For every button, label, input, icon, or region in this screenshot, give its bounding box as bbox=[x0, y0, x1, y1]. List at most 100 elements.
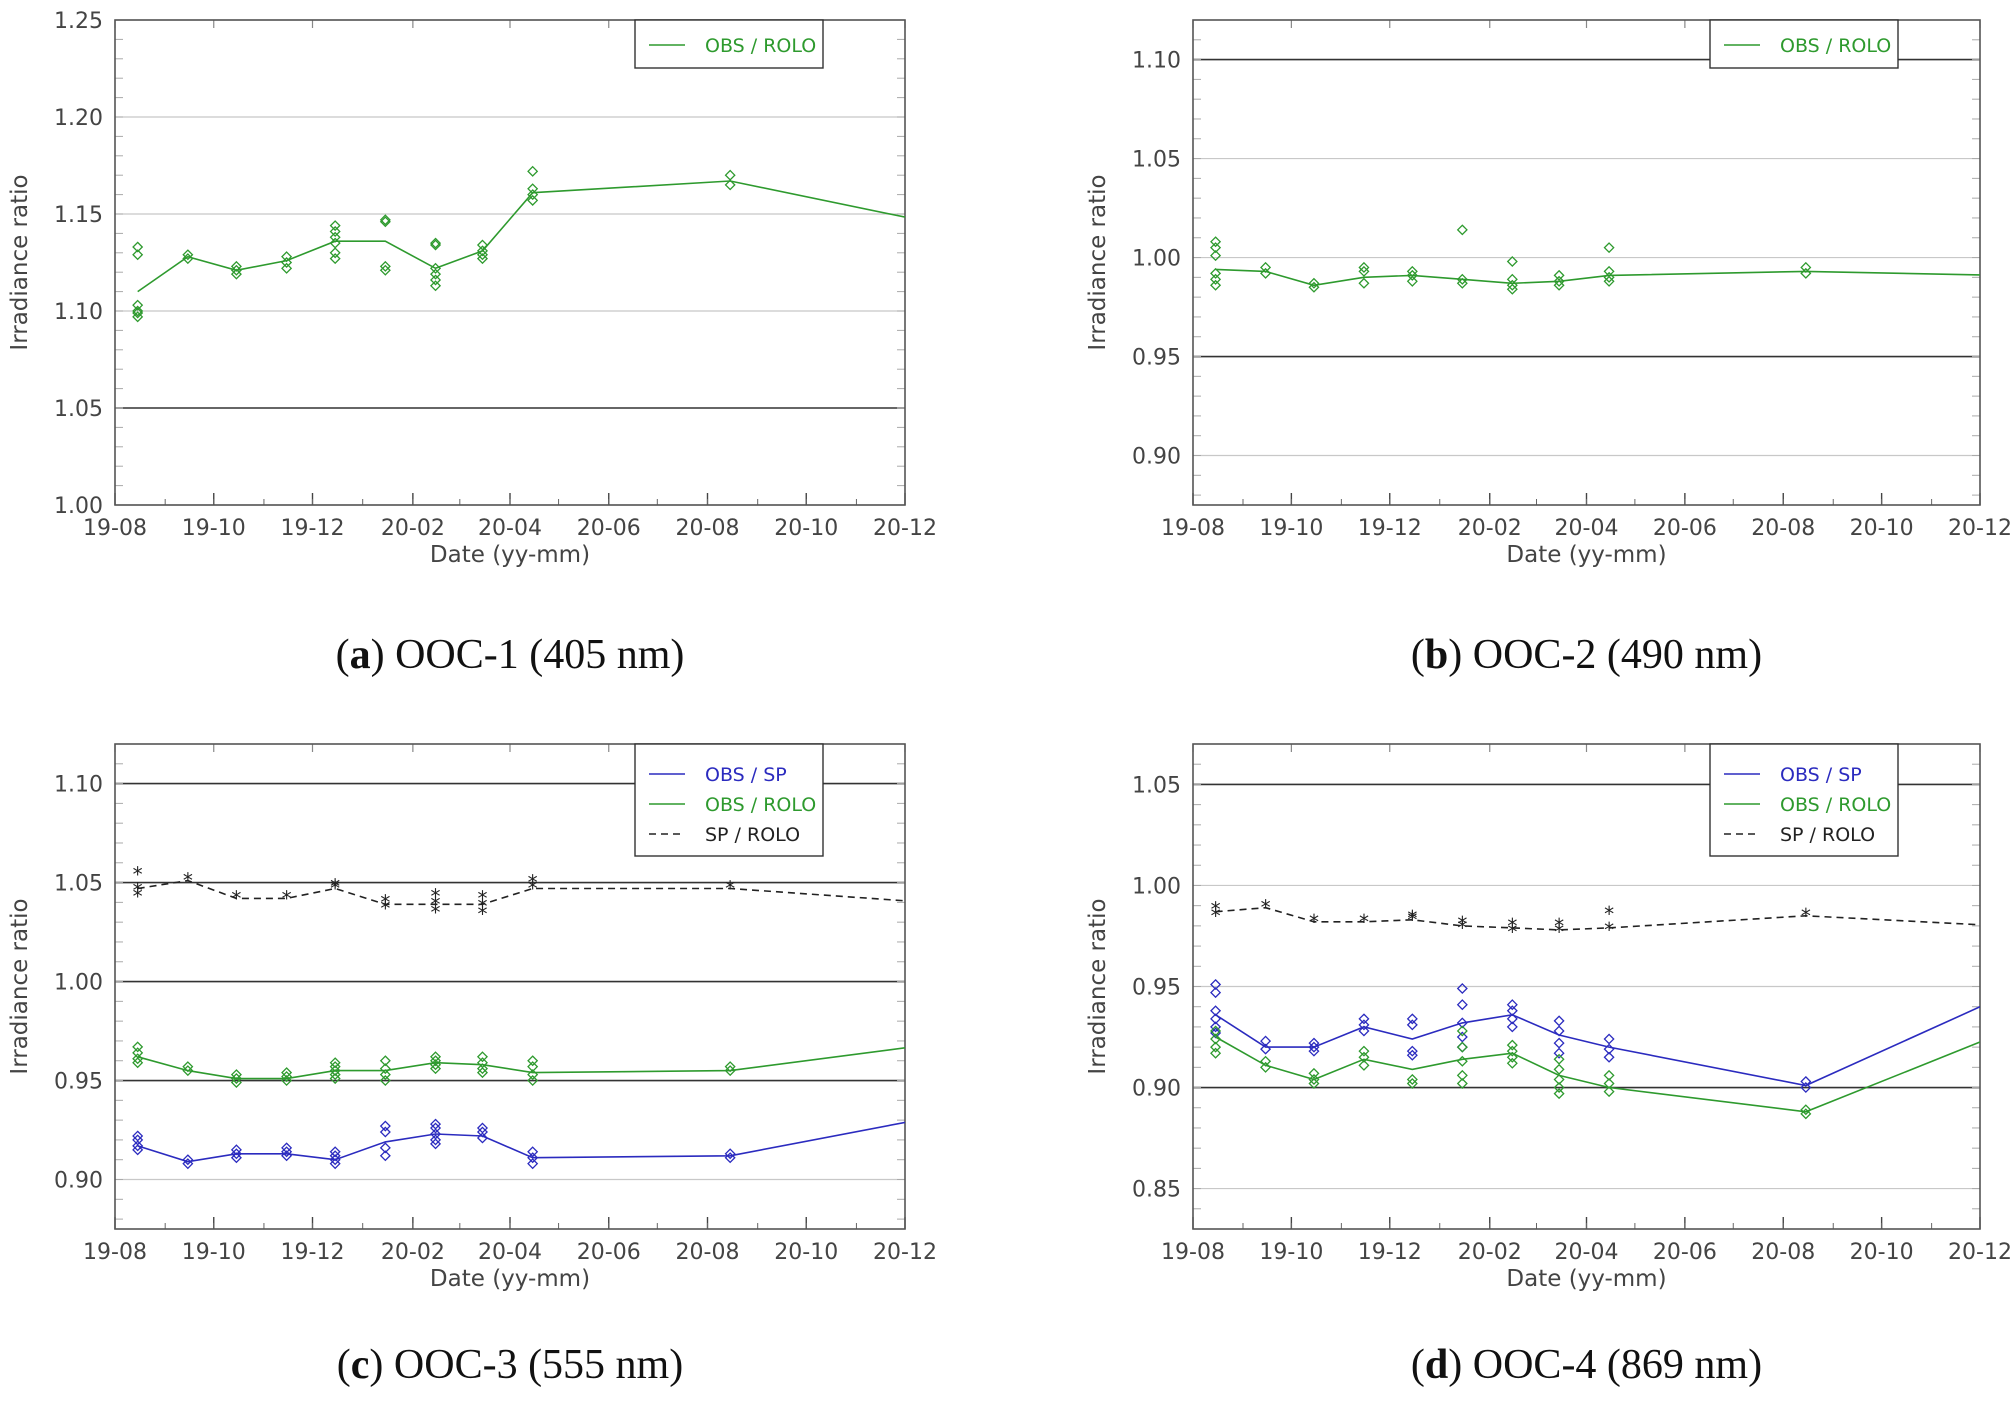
data-point bbox=[1998, 1026, 2007, 1035]
data-point bbox=[329, 1069, 341, 1081]
data-point bbox=[182, 1154, 194, 1166]
y-tick-label: 1.00 bbox=[1132, 874, 1181, 899]
data-point bbox=[430, 239, 442, 251]
data-point bbox=[1998, 996, 2007, 1005]
data-point: * bbox=[1261, 896, 1271, 920]
chart-panel-b: 0.90 0.95 1.00 1.05 1.10 19-08 19-10 19-12 20-02… bbox=[1085, 19, 2010, 678]
chart-panel-c: 0.90 0.95 1.00 1.05 1.10 19-08 19-10 19-12 20-02… bbox=[7, 743, 937, 1388]
data-point bbox=[1210, 1013, 1222, 1025]
y-tick-label: 1.15 bbox=[54, 203, 103, 228]
data-point bbox=[329, 253, 341, 265]
data-point bbox=[329, 225, 341, 237]
data-point bbox=[1456, 1069, 1468, 1081]
data-point bbox=[1358, 1019, 1370, 1031]
data-point bbox=[1998, 277, 2007, 286]
data-point bbox=[230, 1148, 242, 1160]
data-point bbox=[1308, 1077, 1320, 1090]
data-point bbox=[379, 214, 391, 226]
data-point: * bbox=[1604, 902, 1614, 926]
caption-letter: c bbox=[351, 1342, 370, 1388]
data-point: * bbox=[477, 902, 487, 926]
data-point bbox=[476, 1051, 488, 1063]
data-point bbox=[1800, 267, 1812, 279]
data-point bbox=[430, 1138, 442, 1150]
data-point bbox=[476, 253, 488, 265]
data-point bbox=[527, 1075, 539, 1087]
data-point bbox=[132, 299, 144, 311]
data-point bbox=[379, 1150, 391, 1162]
data-point bbox=[281, 1146, 293, 1158]
data-point bbox=[1506, 1039, 1518, 1051]
plot-frame bbox=[114, 743, 906, 1230]
data-point bbox=[329, 231, 341, 243]
y-axis-label: Irradiance ratio bbox=[7, 898, 33, 1074]
data-point bbox=[527, 1146, 539, 1158]
data-point bbox=[1506, 1005, 1518, 1017]
data-point bbox=[1800, 1082, 1812, 1094]
data-point bbox=[1553, 1025, 1565, 1037]
data-point: * bbox=[380, 896, 390, 920]
data-point bbox=[1800, 261, 1812, 273]
data-point bbox=[1358, 1051, 1370, 1063]
x-tick-label: 20-06 bbox=[577, 516, 641, 541]
data-point bbox=[724, 179, 736, 191]
x-tick-label: 20-06 bbox=[577, 1240, 641, 1265]
data-point: * bbox=[133, 878, 143, 902]
data-point bbox=[476, 245, 488, 257]
data-point bbox=[379, 1063, 391, 1075]
data-point bbox=[1260, 1043, 1272, 1055]
data-point bbox=[923, 1034, 932, 1043]
data-point bbox=[1553, 1082, 1565, 1094]
data-point bbox=[1506, 283, 1518, 295]
x-axis-label: Date (yy-mm) bbox=[1506, 542, 1666, 568]
series-line bbox=[1215, 1036, 1980, 1113]
y-tick-label: 1.10 bbox=[54, 773, 103, 798]
x-tick-label: 19-12 bbox=[1358, 516, 1422, 541]
data-point bbox=[1506, 1057, 1518, 1069]
data-point bbox=[1210, 1033, 1222, 1045]
data-point bbox=[182, 249, 194, 261]
data-point bbox=[230, 260, 242, 272]
series-line bbox=[137, 879, 905, 906]
data-point bbox=[923, 211, 932, 220]
data-point bbox=[923, 1110, 932, 1119]
legend: OBS / ROLO bbox=[634, 19, 824, 69]
data-point bbox=[1456, 1031, 1468, 1043]
data-point bbox=[1456, 1025, 1468, 1037]
series-0 bbox=[1210, 224, 2007, 295]
legend: OBS / ROLO bbox=[1709, 19, 1899, 69]
y-tick-label: 1.05 bbox=[1132, 773, 1181, 798]
x-tick-label: 20-08 bbox=[676, 516, 740, 541]
data-point bbox=[1553, 1088, 1565, 1100]
series-1 bbox=[132, 1034, 932, 1089]
x-tick-label: 19-12 bbox=[281, 1240, 345, 1265]
data-point bbox=[1210, 987, 1222, 999]
data-point bbox=[923, 1042, 932, 1051]
data-point bbox=[1260, 261, 1272, 273]
data-point: * bbox=[1604, 918, 1614, 942]
data-point bbox=[1553, 269, 1565, 281]
data-point bbox=[230, 1069, 242, 1081]
data-point bbox=[476, 249, 488, 261]
data-point bbox=[1308, 277, 1320, 289]
y-axis-label: Irradiance ratio bbox=[1085, 174, 1111, 350]
data-point bbox=[476, 1132, 488, 1144]
data-point bbox=[527, 189, 539, 201]
data-point: * bbox=[1407, 906, 1417, 930]
y-tick-label: 1.00 bbox=[1132, 247, 1181, 272]
data-point: * bbox=[133, 863, 143, 887]
data-point bbox=[1210, 273, 1222, 285]
data-point bbox=[329, 1057, 341, 1069]
y-tick-label: 1.10 bbox=[1132, 49, 1181, 74]
chart-panel-d: 0.85 0.90 0.95 1.00 1.05 19-08 19-10 19-12 20-02… bbox=[1085, 743, 2010, 1388]
data-point bbox=[1358, 261, 1370, 273]
data-point bbox=[329, 1065, 341, 1077]
data-point bbox=[724, 169, 736, 181]
plot-area: ***** * **** ******** ** bbox=[132, 863, 932, 1170]
data-point: * bbox=[528, 871, 538, 895]
data-point bbox=[182, 253, 194, 265]
data-point bbox=[430, 280, 442, 292]
data-point bbox=[1210, 1005, 1222, 1017]
y-tick-label: 1.00 bbox=[54, 494, 103, 519]
